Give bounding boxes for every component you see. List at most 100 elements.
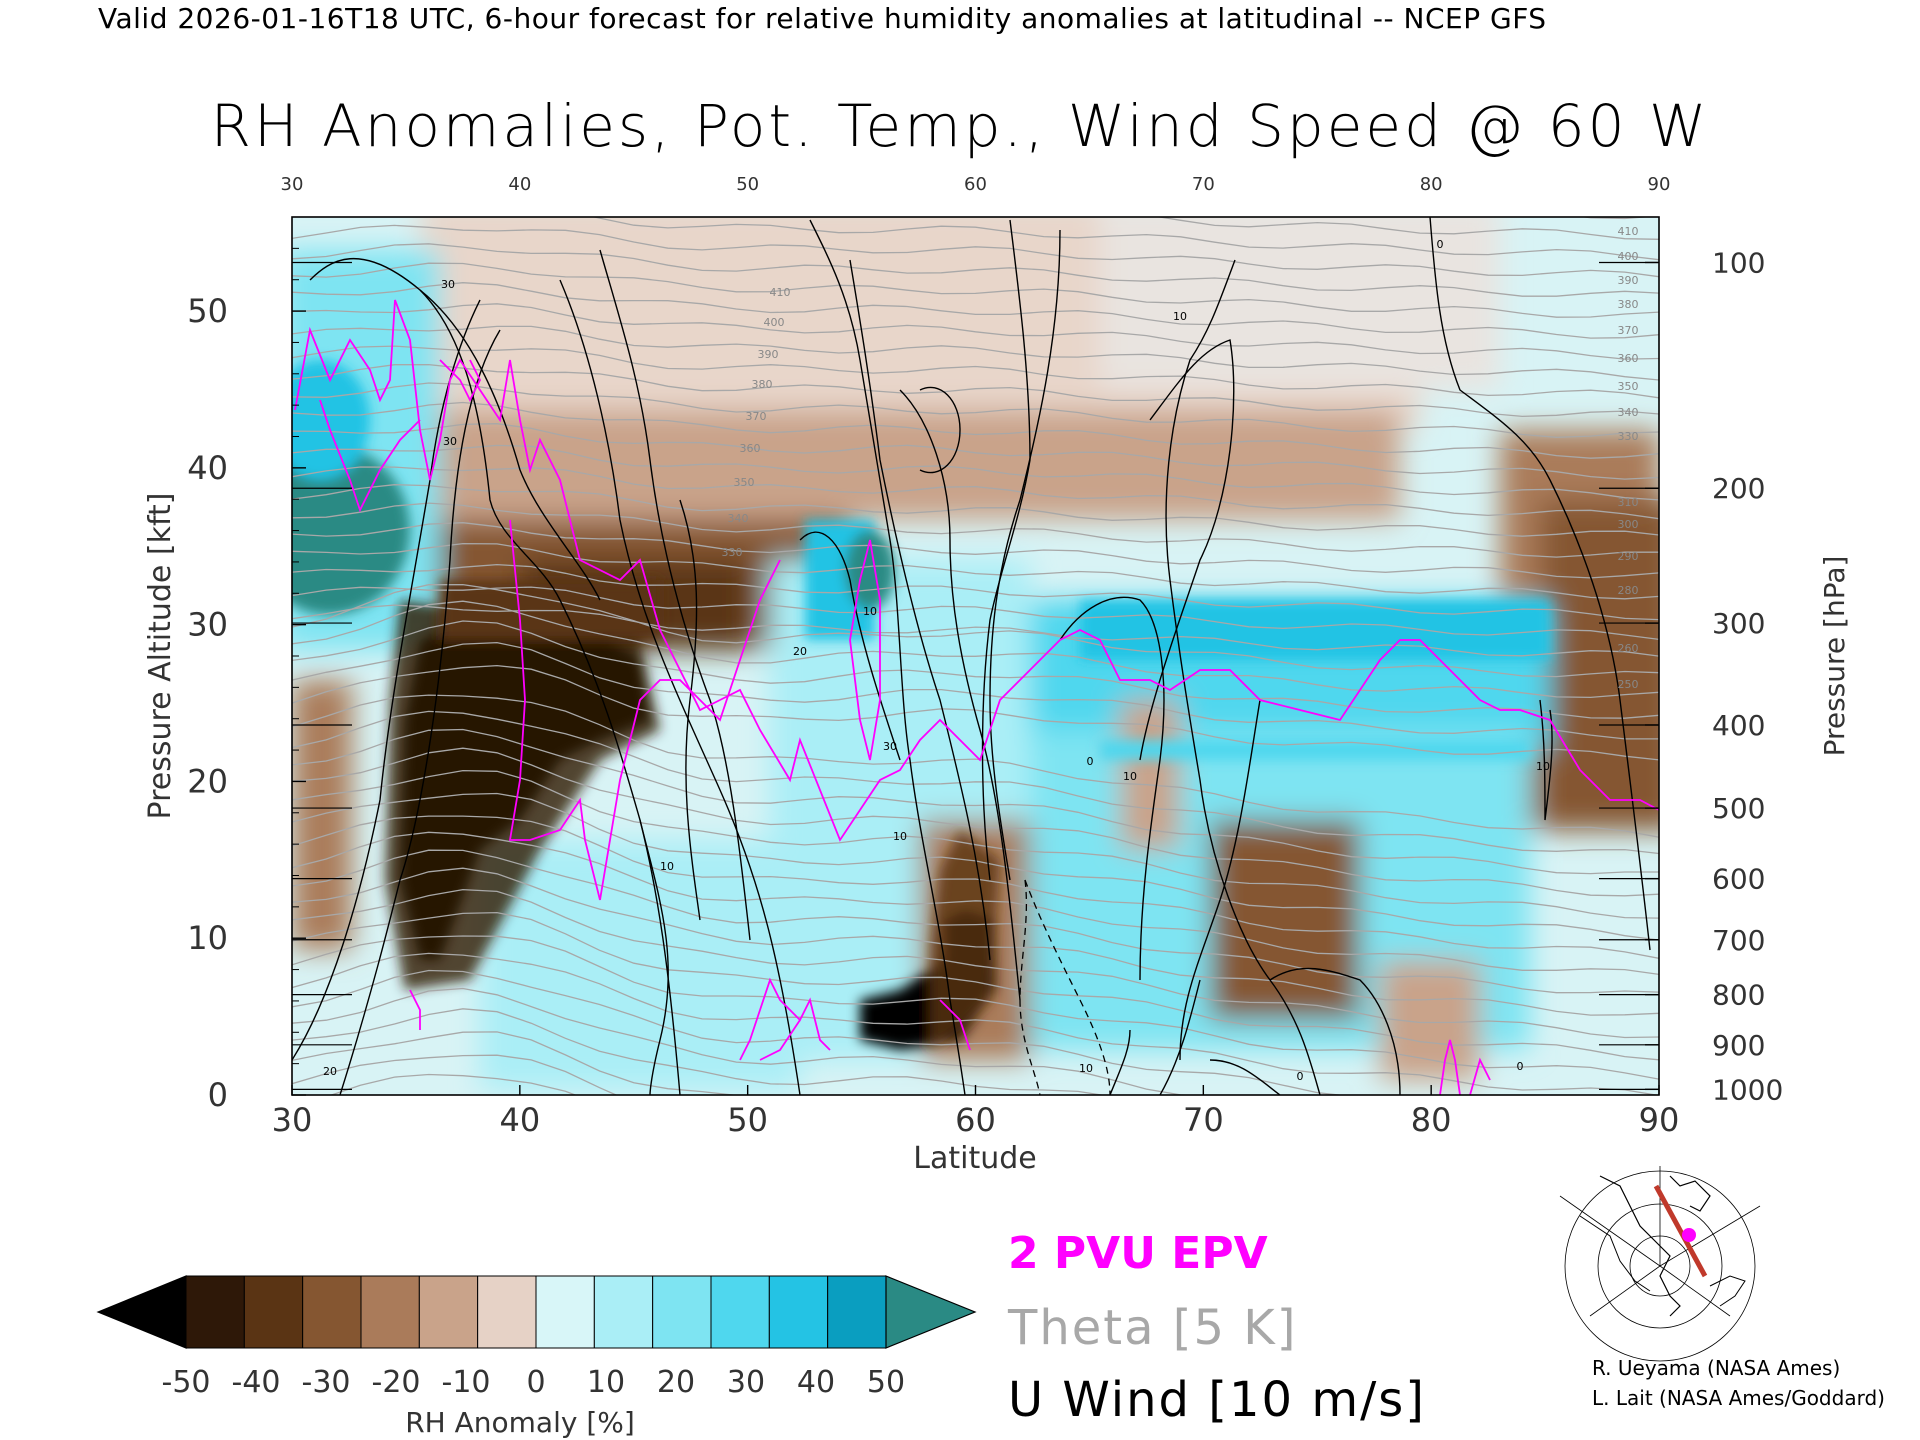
x-tick-label: 80 bbox=[1411, 1101, 1452, 1139]
theta-line bbox=[292, 262, 1659, 318]
colorbar-tick-label: 40 bbox=[797, 1365, 835, 1400]
colorbar-segment bbox=[243, 1275, 304, 1349]
theta-label: 400 bbox=[1618, 250, 1639, 263]
colorbar-tick-label: -20 bbox=[372, 1365, 421, 1400]
wind-label: 30 bbox=[443, 435, 457, 448]
colorbar-tick-label: -50 bbox=[162, 1365, 211, 1400]
theta-line bbox=[292, 224, 1659, 278]
theta-label: 340 bbox=[1618, 406, 1639, 419]
theta-line bbox=[292, 484, 1659, 537]
section-point-icon bbox=[1682, 1228, 1696, 1242]
colorbar-segment bbox=[768, 1275, 829, 1349]
theta-line bbox=[292, 867, 1659, 1016]
colorbar-tick-label: -30 bbox=[302, 1365, 351, 1400]
theta-label: 390 bbox=[1618, 274, 1639, 287]
theta-label: 380 bbox=[1618, 298, 1639, 311]
x-top-tick-label: 70 bbox=[1192, 174, 1215, 195]
credit-line-2: L. Lait (NASA Ames/Goddard) bbox=[1592, 1386, 1885, 1410]
y-tick-label: 30 bbox=[187, 606, 228, 644]
theta-label: 360 bbox=[1618, 352, 1639, 365]
pressure-tick-label: 700 bbox=[1712, 924, 1765, 957]
wind-label: 20 bbox=[323, 1065, 337, 1078]
pressure-tick-label: 600 bbox=[1712, 863, 1765, 896]
legend-epv: 2 PVU EPV bbox=[1008, 1228, 1268, 1279]
credit-line-1: R. Ueyama (NASA Ames) bbox=[1592, 1356, 1841, 1380]
theta-line bbox=[292, 363, 1659, 418]
pressure-tick-label: 300 bbox=[1712, 607, 1765, 640]
theta-label: 370 bbox=[1618, 324, 1639, 337]
colorbar-segment bbox=[710, 1275, 770, 1349]
theta-line bbox=[292, 888, 1659, 1039]
theta-label: 330 bbox=[1618, 430, 1639, 443]
pressure-tick-label: 800 bbox=[1712, 979, 1765, 1012]
u-wind-contours bbox=[292, 217, 1651, 1095]
theta-label: 410 bbox=[1618, 225, 1639, 238]
theta-line bbox=[292, 345, 1659, 399]
theta-line bbox=[329, 1073, 577, 1095]
theta-label: 290 bbox=[1618, 550, 1639, 563]
y-tick-label: 20 bbox=[187, 762, 228, 800]
colorbar-segment bbox=[185, 1275, 245, 1349]
colorbar-segment bbox=[827, 1275, 887, 1349]
theta-line bbox=[292, 325, 1659, 381]
x-top-tick-label: 60 bbox=[964, 174, 987, 195]
locator-map bbox=[1559, 1166, 1761, 1362]
x-top-tick-label: 30 bbox=[281, 174, 304, 195]
theta-label: 260 bbox=[1618, 642, 1639, 655]
theta-line bbox=[292, 815, 1659, 959]
theta-label: 310 bbox=[1618, 496, 1639, 509]
theta-label: 350 bbox=[734, 476, 755, 489]
theta-line bbox=[292, 282, 1659, 339]
x-tick-label: 30 bbox=[272, 1101, 313, 1139]
colorbar: -50 -40 -30 -20 -10 0 10 20 30 40 50 bbox=[96, 1275, 977, 1400]
wind-label: 0 bbox=[1437, 238, 1444, 251]
wind-label: 0 bbox=[1297, 1070, 1304, 1083]
wind-label: 20 bbox=[793, 645, 807, 658]
theta-label: 350 bbox=[1618, 380, 1639, 393]
y-tick-label: 10 bbox=[187, 919, 228, 957]
theta-label: 360 bbox=[740, 442, 761, 455]
colorbar-segment bbox=[593, 1275, 654, 1349]
theta-line bbox=[292, 728, 1659, 875]
colorbar-segment bbox=[302, 1275, 362, 1349]
y-tick-label: 40 bbox=[187, 449, 228, 487]
x-top-tick-label: 40 bbox=[508, 174, 531, 195]
x-top-tick-label: 90 bbox=[1648, 174, 1671, 195]
theta-line bbox=[292, 969, 1424, 1095]
theta-line bbox=[292, 710, 1659, 855]
theta-label: 410 bbox=[770, 286, 791, 299]
y-tick-label: 0 bbox=[208, 1076, 228, 1114]
theta-line bbox=[591, 217, 1659, 261]
theta-line bbox=[292, 423, 1659, 480]
x-axis-title: Latitude bbox=[913, 1141, 1036, 1176]
y-tick-label: 50 bbox=[187, 292, 228, 330]
theta-line bbox=[292, 382, 1659, 438]
theta-line bbox=[292, 586, 1659, 641]
x-tick-label: 60 bbox=[955, 1101, 996, 1139]
epv-2pvu-line bbox=[294, 299, 1659, 1095]
wind-label: 10 bbox=[1079, 1062, 1093, 1075]
wind-label: 10 bbox=[863, 605, 877, 618]
theta-line bbox=[292, 849, 1659, 994]
theta-contours bbox=[292, 217, 1659, 1095]
colorbar-tick-label: 30 bbox=[727, 1365, 765, 1400]
pressure-tick-label: 900 bbox=[1712, 1029, 1765, 1062]
section-line-icon bbox=[1653, 1184, 1708, 1278]
theta-line bbox=[292, 303, 1659, 360]
wind-label: 10 bbox=[660, 860, 674, 873]
colorbar-tick-label: 20 bbox=[657, 1365, 695, 1400]
colorbar-segment bbox=[477, 1275, 537, 1349]
theta-line bbox=[292, 747, 1659, 897]
theta-label: 340 bbox=[728, 512, 749, 525]
pressure-tick-label: 200 bbox=[1712, 472, 1765, 505]
colorbar-tick-label: -40 bbox=[232, 1365, 281, 1400]
colorbar-high-arrow bbox=[885, 1275, 977, 1349]
x-tick-label: 40 bbox=[499, 1101, 540, 1139]
theta-label: 280 bbox=[1618, 584, 1639, 597]
theta-label: 250 bbox=[1618, 678, 1639, 691]
x-tick-label: 70 bbox=[1183, 1101, 1224, 1139]
x-top-tick-label: 50 bbox=[736, 174, 759, 195]
colorbar-low-arrow bbox=[96, 1275, 187, 1349]
